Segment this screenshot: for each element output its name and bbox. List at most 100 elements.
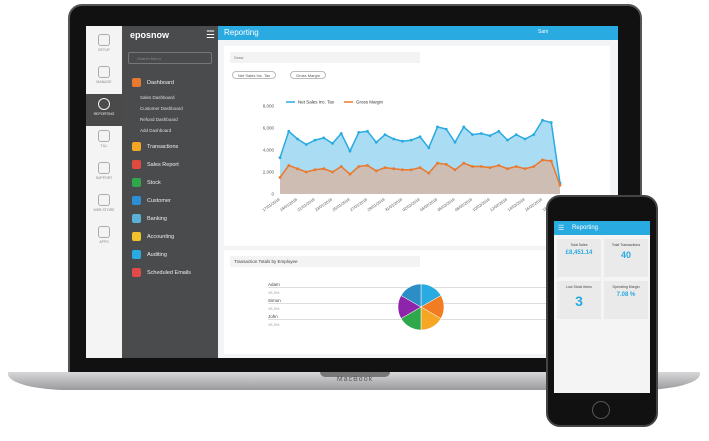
y-tick-label: 6,000	[263, 126, 275, 131]
data-point	[313, 168, 317, 172]
submenu-item[interactable]: Sales Dashboard	[140, 95, 175, 100]
employee-report-select[interactable]: Transaction Totals by Employee	[230, 256, 420, 267]
eposnow-logo: eposnow	[130, 30, 170, 40]
menu-item-icon	[132, 268, 141, 277]
rail-item-till[interactable]: TILL	[86, 126, 122, 158]
x-tick-label: 29/01/2018	[366, 196, 386, 212]
data-point	[278, 156, 282, 160]
submenu-item[interactable]: Customer Dashboard	[140, 106, 183, 111]
rail-label: REPORTING	[93, 112, 115, 116]
menu-item-stock[interactable]: Stock	[132, 178, 161, 187]
kpi-value: £8,451.14	[565, 250, 593, 256]
data-point	[339, 132, 343, 135]
menu-item-icon	[132, 250, 141, 259]
y-tick-label: 0	[271, 192, 274, 197]
kpi-tile[interactable]: Operating Margin 7.08 %	[604, 281, 648, 319]
y-tick-label: 4,000	[263, 148, 275, 153]
data-point	[514, 133, 518, 136]
menu-item-sales-report[interactable]: Sales Report	[132, 160, 179, 169]
chip-gross-margin[interactable]: Gross Margin	[290, 71, 327, 79]
data-point	[409, 138, 413, 142]
rail-icon	[98, 34, 110, 46]
data-point	[357, 165, 361, 168]
laptop-notch	[320, 372, 390, 377]
data-point	[304, 170, 308, 174]
data-point	[514, 165, 518, 168]
menu-item-scheduled-emails[interactable]: Scheduled Emails	[132, 268, 191, 277]
kpi-label: Low Stock Items	[566, 285, 592, 289]
hamburger-menu-icon[interactable]: ☰	[206, 30, 215, 41]
data-point	[313, 138, 317, 142]
menu-item-label: Auditing	[147, 251, 167, 258]
app-screen: SETUP MANAGE REPORTING TILL SUPPORT WEB STORE…	[86, 26, 618, 358]
rail-item-reporting[interactable]: REPORTING	[86, 94, 122, 126]
home-button[interactable]	[592, 401, 610, 419]
submenu-item[interactable]: Add Dashboard	[140, 128, 172, 133]
data-point	[339, 165, 343, 168]
menu-item-label: Stock	[147, 179, 161, 186]
pie-slice	[400, 283, 422, 308]
rail-item-setup[interactable]: SETUP	[86, 30, 122, 62]
data-point	[383, 133, 387, 136]
data-point	[523, 167, 527, 171]
employee-pct: 15.3%	[268, 290, 280, 295]
menu-item-icon	[132, 214, 141, 223]
menu-item-customer[interactable]: Customer	[132, 196, 171, 205]
data-point	[296, 137, 299, 141]
submenu-item[interactable]: Refund Dashboard	[140, 117, 178, 122]
x-tick-label: 16/02/2018	[524, 196, 544, 212]
kpi-label: Total Sales	[570, 243, 588, 247]
menu-item-banking[interactable]: Banking	[132, 214, 167, 223]
phone-menu-icon[interactable]: ☰	[558, 225, 565, 232]
data-point	[532, 165, 536, 168]
rail-item-manage[interactable]: MANAGE	[86, 62, 122, 94]
kpi-value: 7.08 %	[616, 292, 636, 298]
data-point	[427, 171, 431, 175]
icon-rail: SETUP MANAGE REPORTING TILL SUPPORT WEB STORE…	[86, 26, 122, 358]
data-point	[409, 168, 413, 172]
data-point	[436, 161, 439, 165]
rail-icon	[98, 98, 110, 110]
chip-net-sales[interactable]: Net Sales Inc. Tax	[232, 71, 277, 79]
menu-item-label: Dashboard	[147, 79, 174, 86]
rail-icon	[98, 130, 110, 142]
menu-item-icon	[132, 78, 141, 87]
rail-label: APPS	[99, 240, 109, 244]
menu-item-accounting[interactable]: Accounting	[132, 232, 174, 241]
data-point	[462, 161, 466, 165]
kpi-tile[interactable]: Total Sales £8,451.14	[557, 239, 601, 277]
header-bar: Reporting Sam	[218, 26, 618, 40]
data-point	[401, 168, 404, 172]
employee-totals-card: Transaction Totals by Employee Adam 15.3%…	[224, 250, 610, 354]
menu-search-input[interactable]: Search Menu	[128, 52, 212, 64]
data-point	[348, 149, 352, 153]
data-point	[488, 166, 492, 169]
x-tick-label: 08/02/2018	[454, 196, 474, 212]
menu-item-icon	[132, 160, 141, 169]
main-content: Reporting Sam Draw Net Sales Inc. Tax Gr…	[218, 26, 618, 358]
laptop-brand: MacBook	[336, 376, 374, 383]
kpi-tile[interactable]: Low Stock Items 3	[557, 281, 601, 319]
phone-title: Reporting	[572, 225, 599, 231]
kpi-tile[interactable]: Total Transactions 40	[604, 239, 648, 277]
menu-item-transactions[interactable]: Transactions	[132, 142, 178, 151]
data-point	[506, 167, 509, 171]
x-tick-label: 14/02/2018	[506, 196, 526, 212]
report-select[interactable]: Draw	[230, 52, 420, 63]
data-point	[392, 137, 396, 141]
user-menu[interactable]: Sam	[538, 29, 549, 35]
x-tick-label: 23/01/2018	[314, 196, 334, 212]
x-tick-label: 27/01/2018	[349, 196, 369, 212]
data-point	[549, 121, 553, 124]
menu-item-auditing[interactable]: Auditing	[132, 250, 167, 259]
rail-item-web-store[interactable]: WEB STORE	[86, 190, 122, 222]
data-point	[444, 162, 448, 166]
x-tick-label: 06/02/2018	[436, 196, 456, 212]
phone-frame: Reporting ☰ Total Sales £8,451.14 Total Tr…	[546, 195, 658, 427]
data-point	[497, 164, 501, 167]
rail-item-support[interactable]: SUPPORT	[86, 158, 122, 190]
legend-label: Net Sales Inc. Tax	[298, 100, 335, 105]
menu-item-dashboard[interactable]: Dashboard	[132, 78, 174, 87]
data-point	[471, 133, 474, 136]
rail-item-apps[interactable]: APPS	[86, 222, 122, 254]
